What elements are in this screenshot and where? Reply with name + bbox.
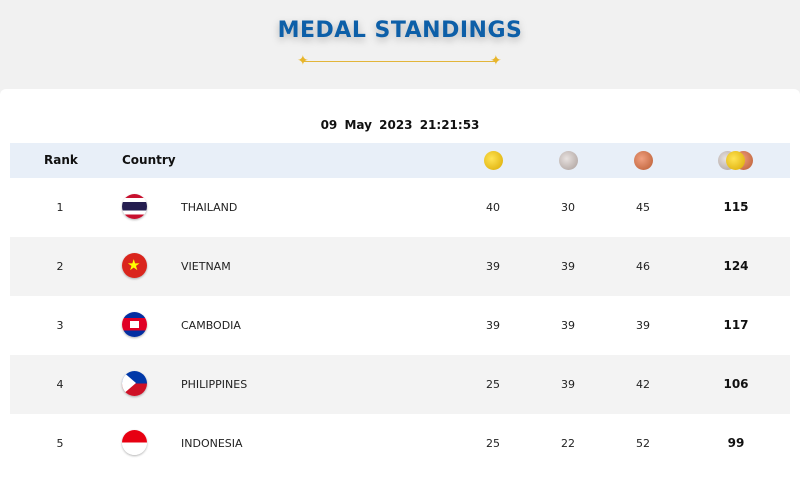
country-name[interactable]: PHILIPPINES: [181, 378, 248, 391]
table-row[interactable]: 5 INDONESIA 25 22 52 99: [10, 414, 790, 473]
table-row[interactable]: 3 CAMBODIA 39 39 39 117: [10, 296, 790, 355]
bronze-count: 52: [636, 437, 650, 450]
country-name[interactable]: INDONESIA: [181, 437, 243, 450]
philippines-flag-icon: [122, 371, 147, 396]
rank: 4: [56, 378, 64, 391]
silver-count: 39: [561, 378, 575, 391]
bronze-medal-icon: [634, 151, 653, 170]
silver-count: 39: [561, 319, 575, 332]
table-row[interactable]: 4 PHILIPPINES 25 39 42 106: [10, 355, 790, 414]
total-count: 115: [723, 200, 749, 214]
gold-count: 39: [486, 260, 500, 273]
thailand-flag-icon: [122, 194, 147, 219]
page-title: MEDAL STANDINGS: [277, 18, 523, 43]
table-header: Rank Country: [10, 143, 790, 178]
country-name[interactable]: VIETNAM: [181, 260, 231, 273]
total-count: 117: [723, 318, 749, 332]
silver-count: 22: [561, 437, 575, 450]
bronze-count: 46: [636, 260, 650, 273]
rank-header: Rank: [44, 153, 78, 167]
gold-count: 39: [486, 319, 500, 332]
rank: 5: [56, 437, 64, 450]
gold-count: 25: [486, 378, 500, 391]
bronze-count: 45: [636, 201, 650, 214]
vietnam-flag-icon: ★: [122, 253, 147, 278]
country-name[interactable]: THAILAND: [181, 201, 238, 214]
country-header: Country: [122, 153, 176, 167]
silver-medal-icon: [559, 151, 578, 170]
star-icon: ✦: [297, 53, 309, 69]
timestamp: 09 May 2023 21:21:53: [320, 118, 480, 132]
total-count: 124: [723, 259, 749, 273]
gold-count: 40: [486, 201, 500, 214]
country-name[interactable]: CAMBODIA: [181, 319, 241, 332]
bronze-count: 42: [636, 378, 650, 391]
star-icon: ✦: [490, 53, 502, 69]
table-row[interactable]: 2 ★ VIETNAM 39 39 46 124: [10, 237, 790, 296]
gold-medal-icon: [484, 151, 503, 170]
total-count: 99: [727, 436, 745, 450]
table-row[interactable]: 1 THAILAND 40 30 45 115: [10, 178, 790, 237]
gold-count: 25: [486, 437, 500, 450]
silver-count: 39: [561, 260, 575, 273]
title-divider: [304, 61, 496, 62]
rank: 1: [56, 201, 64, 214]
indonesia-flag-icon: [122, 430, 147, 455]
rank: 2: [56, 260, 64, 273]
total-count: 106: [723, 377, 749, 391]
rank: 3: [56, 319, 64, 332]
silver-count: 30: [561, 201, 575, 214]
bronze-count: 39: [636, 319, 650, 332]
cambodia-flag-icon: [122, 312, 147, 337]
